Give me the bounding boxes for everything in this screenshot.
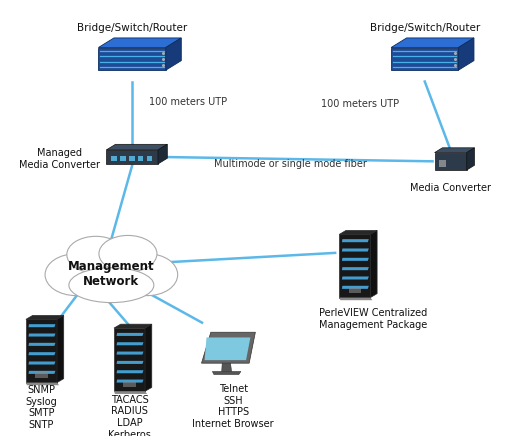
Bar (349, 287, 361, 293)
Polygon shape (391, 48, 458, 70)
Polygon shape (114, 392, 147, 394)
Polygon shape (106, 144, 167, 150)
Polygon shape (28, 361, 55, 364)
Polygon shape (145, 324, 152, 392)
Ellipse shape (118, 254, 178, 296)
Bar (439, 160, 446, 167)
Text: Bridge/Switch/Router: Bridge/Switch/Router (370, 24, 480, 33)
Polygon shape (342, 267, 369, 270)
Polygon shape (342, 249, 369, 252)
Polygon shape (222, 363, 232, 371)
Text: Managed
Media Converter: Managed Media Converter (19, 148, 100, 170)
Text: Media Converter: Media Converter (410, 184, 491, 193)
Bar (129, 156, 135, 161)
Polygon shape (114, 324, 152, 328)
Polygon shape (339, 230, 377, 235)
Polygon shape (28, 352, 55, 355)
Polygon shape (158, 144, 167, 164)
Polygon shape (339, 235, 370, 298)
Text: Management
Network: Management Network (68, 260, 155, 288)
Polygon shape (339, 298, 372, 300)
Polygon shape (98, 48, 166, 70)
Polygon shape (114, 328, 145, 392)
Polygon shape (435, 153, 467, 170)
Ellipse shape (69, 268, 154, 303)
Ellipse shape (62, 242, 161, 299)
Polygon shape (467, 148, 474, 170)
Text: 100 meters UTP: 100 meters UTP (149, 97, 227, 107)
Text: SNMP
Syslog
SMTP
SNTP: SNMP Syslog SMTP SNTP (25, 385, 57, 430)
Polygon shape (117, 351, 143, 354)
Ellipse shape (99, 235, 157, 272)
Polygon shape (117, 379, 143, 383)
Polygon shape (28, 371, 55, 374)
Ellipse shape (45, 254, 107, 296)
Polygon shape (342, 286, 369, 289)
Text: PerleVIEW Centralized
Management Package: PerleVIEW Centralized Management Package (319, 308, 427, 330)
Ellipse shape (67, 236, 125, 273)
Polygon shape (370, 230, 377, 298)
Polygon shape (342, 239, 369, 242)
Polygon shape (117, 333, 143, 336)
Polygon shape (57, 316, 64, 383)
Polygon shape (458, 38, 474, 70)
Bar (147, 156, 152, 161)
Text: 100 meters UTP: 100 meters UTP (321, 99, 399, 109)
Polygon shape (26, 316, 64, 319)
Polygon shape (98, 38, 181, 48)
Polygon shape (212, 371, 241, 375)
Text: Bridge/Switch/Router: Bridge/Switch/Router (77, 24, 187, 33)
Polygon shape (117, 342, 143, 345)
Polygon shape (391, 38, 474, 48)
Polygon shape (106, 150, 158, 164)
Polygon shape (166, 38, 181, 70)
Polygon shape (28, 343, 55, 346)
Polygon shape (26, 383, 59, 385)
Polygon shape (342, 276, 369, 279)
Polygon shape (342, 258, 369, 261)
Polygon shape (205, 337, 250, 360)
Polygon shape (435, 148, 474, 153)
Polygon shape (28, 324, 55, 327)
Polygon shape (117, 370, 143, 373)
Text: Telnet
SSH
HTTPS
Internet Browser: Telnet SSH HTTPS Internet Browser (192, 384, 274, 429)
Bar (138, 156, 143, 161)
Polygon shape (117, 361, 143, 364)
Polygon shape (26, 319, 57, 383)
Text: Multimode or single mode fiber: Multimode or single mode fiber (213, 159, 367, 169)
Text: TACACS
RADIUS
LDAP
Kerberos
NIS: TACACS RADIUS LDAP Kerberos NIS (108, 395, 151, 436)
Bar (120, 156, 126, 161)
Polygon shape (202, 332, 255, 363)
Bar (123, 381, 136, 387)
Bar (35, 372, 48, 378)
Polygon shape (28, 334, 55, 337)
Bar (111, 156, 117, 161)
